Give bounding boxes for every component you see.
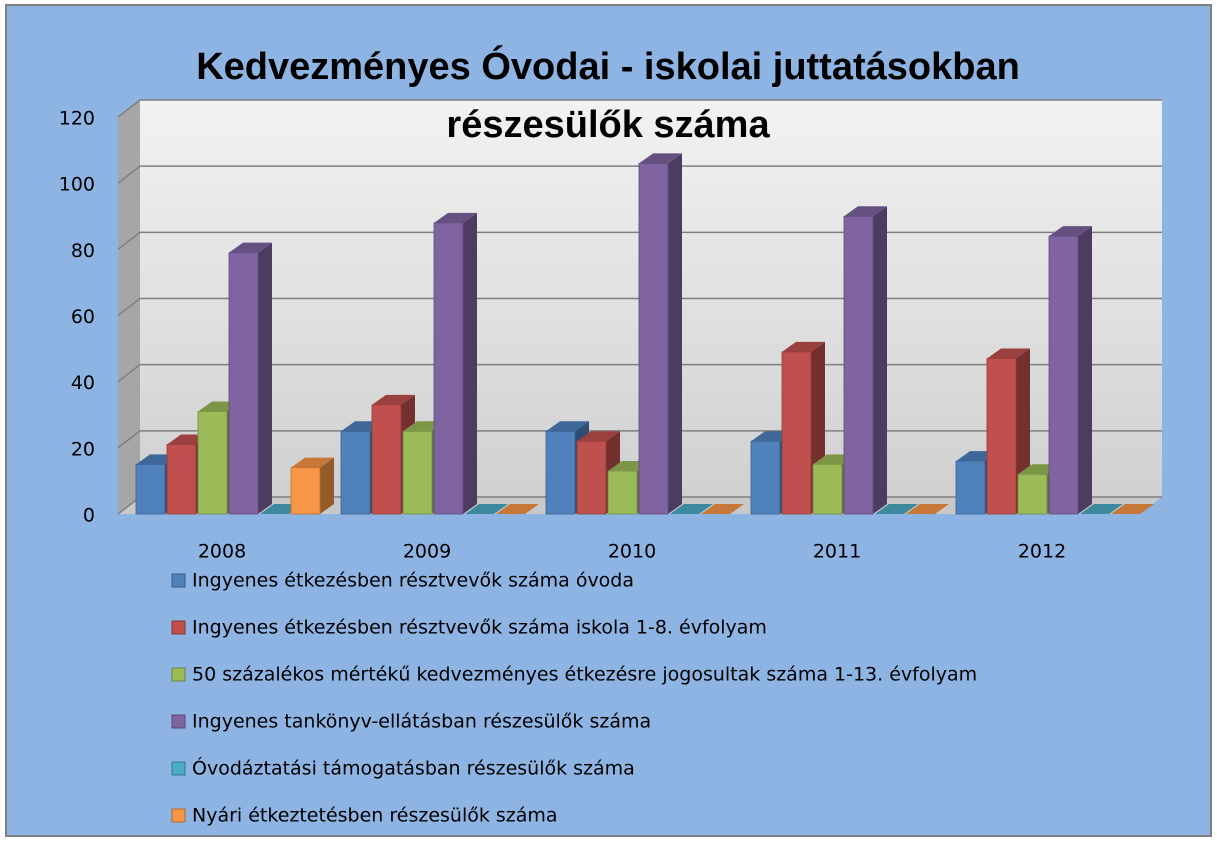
bar (465, 504, 508, 514)
bar-side (668, 153, 682, 515)
bar-top (577, 431, 620, 442)
bar-top (229, 242, 272, 253)
bar (670, 504, 713, 514)
bar-front (197, 411, 228, 515)
legend-swatch (171, 761, 186, 776)
bar (1111, 504, 1154, 514)
x-tick-label: 2012 (1018, 541, 1066, 563)
x-tick-label: 2011 (813, 541, 861, 563)
bar-side (1078, 226, 1092, 514)
bar-side (873, 206, 887, 514)
bar-front (576, 440, 607, 515)
bar-front (638, 162, 669, 515)
bar-top (782, 341, 825, 352)
bar-top (639, 153, 682, 164)
bar (638, 153, 682, 515)
bar-top (1080, 504, 1123, 514)
legend-swatch (171, 808, 186, 823)
bar-side (463, 212, 477, 514)
legend-swatch (171, 667, 186, 682)
bar-top (546, 421, 589, 432)
bar-front (843, 215, 874, 515)
bar-front (433, 222, 464, 515)
bars (135, 153, 1154, 515)
bar (875, 504, 918, 514)
bar (1048, 226, 1092, 515)
bar-front (290, 467, 321, 515)
bar (433, 212, 477, 515)
legend-label: Ingyenes étkezésben résztvevők száma óvo… (192, 570, 634, 592)
bar-top (875, 504, 918, 514)
bar-side (320, 457, 334, 514)
bar-top (434, 212, 477, 223)
bar (290, 457, 334, 515)
y-tick-label: 120 (59, 108, 95, 130)
bar-top (372, 394, 415, 405)
bar-front (340, 430, 371, 515)
bar-top (987, 348, 1030, 359)
grid-line (117, 165, 1162, 184)
y-tick-label: 80 (71, 240, 95, 262)
bar-front (1017, 473, 1048, 515)
bar-top (701, 504, 744, 514)
legend-label: 50 százalékos mértékű kedvezményes étkez… (192, 664, 977, 686)
bar (228, 242, 272, 515)
bar-front (402, 430, 433, 515)
bar-front (812, 463, 843, 515)
legend-label: Óvodáztatási támogatásban részesülők szá… (192, 756, 635, 780)
bar-front (166, 444, 197, 515)
legend-swatch (171, 714, 186, 729)
y-tick-label: 0 (83, 505, 95, 527)
x-tick-label: 2008 (198, 541, 246, 563)
bar-front (371, 404, 402, 515)
x-tick-label: 2010 (608, 541, 656, 563)
bar-front (750, 440, 781, 515)
bar-top (1049, 226, 1092, 237)
grid-line (117, 297, 1162, 317)
bar (843, 206, 887, 515)
bar-front (955, 460, 986, 515)
bar (701, 504, 744, 514)
bar-top (844, 206, 887, 217)
bar-front (135, 463, 166, 515)
bar-top (465, 504, 508, 514)
bar-top (1111, 504, 1154, 514)
bar (1080, 504, 1123, 514)
bar-front (607, 470, 638, 515)
grid-line (117, 231, 1162, 250)
y-tick-label: 100 (59, 174, 95, 196)
bar-front (1048, 235, 1079, 515)
bar-front (986, 358, 1017, 515)
x-tick-label: 2009 (403, 541, 451, 563)
bar-front (781, 351, 812, 515)
bar (496, 504, 539, 514)
legend-label: Ingyenes étkezésben résztvevők száma isk… (192, 617, 767, 639)
y-tick-label: 40 (71, 372, 95, 394)
bar-top (496, 504, 539, 514)
legend-label: Ingyenes tankönyv-ellátásban részesülők … (192, 711, 651, 733)
chart-title: Kedvezményes Óvodai - iskolai juttatások… (196, 46, 1020, 146)
y-tick-label: 60 (71, 306, 95, 328)
bar-top (906, 504, 949, 514)
legend-swatch (171, 620, 186, 635)
bar-front (545, 430, 576, 515)
grid-line (117, 99, 1162, 118)
legend-label: Nyári étkeztetésben részesülők száma (192, 805, 558, 827)
bar-top (670, 504, 713, 514)
bar-front (228, 252, 259, 515)
bar-top (291, 457, 334, 468)
y-tick-label: 20 (71, 438, 95, 460)
bar-side (258, 242, 272, 514)
bar (906, 504, 949, 514)
legend-swatch (171, 573, 186, 588)
